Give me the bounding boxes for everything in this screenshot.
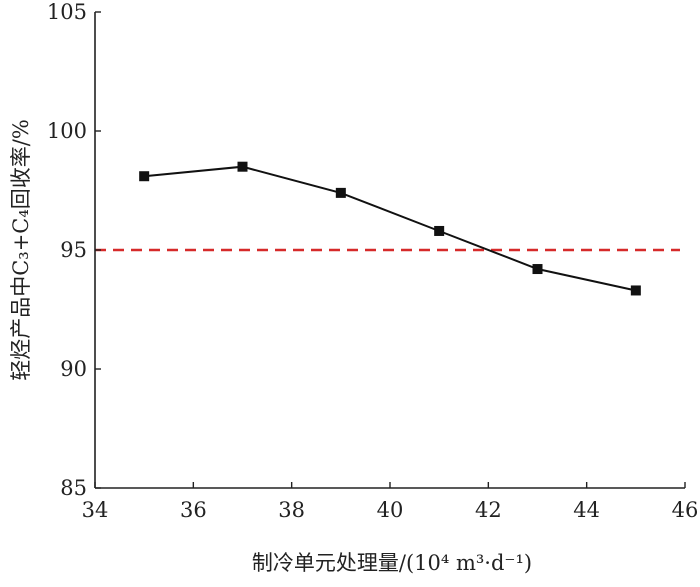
data-point — [630, 285, 641, 296]
x-tick-label: 44 — [573, 498, 600, 522]
data-point — [139, 171, 150, 182]
y-tick-label: 85 — [60, 476, 87, 500]
plot-area — [95, 161, 680, 296]
y-tick-label: 100 — [47, 119, 87, 143]
x-tick-label: 42 — [475, 498, 502, 522]
x-axis-title: 制冷单元处理量/(10⁴ m³·d⁻¹) — [252, 551, 532, 575]
y-tick-label: 105 — [47, 0, 87, 24]
series-line — [144, 165, 637, 292]
x-tick-label: 36 — [180, 498, 207, 522]
x-tick-label: 38 — [278, 498, 305, 522]
data-point — [434, 225, 445, 236]
ticks: 34 36 38 40 42 44 46 85 90 95 100 105 — [47, 0, 698, 522]
data-point — [335, 187, 346, 198]
y-tick-label: 90 — [60, 357, 87, 381]
x-tick-label: 34 — [82, 498, 109, 522]
x-tick-label: 40 — [377, 498, 404, 522]
axes — [94, 12, 685, 489]
data-point — [532, 264, 543, 275]
data-point — [237, 161, 248, 172]
x-tick-label: 46 — [672, 498, 699, 522]
y-axis-title: 轻烃产品中C₃+C₄回收率/% — [9, 119, 33, 381]
y-tick-label: 95 — [60, 238, 87, 262]
